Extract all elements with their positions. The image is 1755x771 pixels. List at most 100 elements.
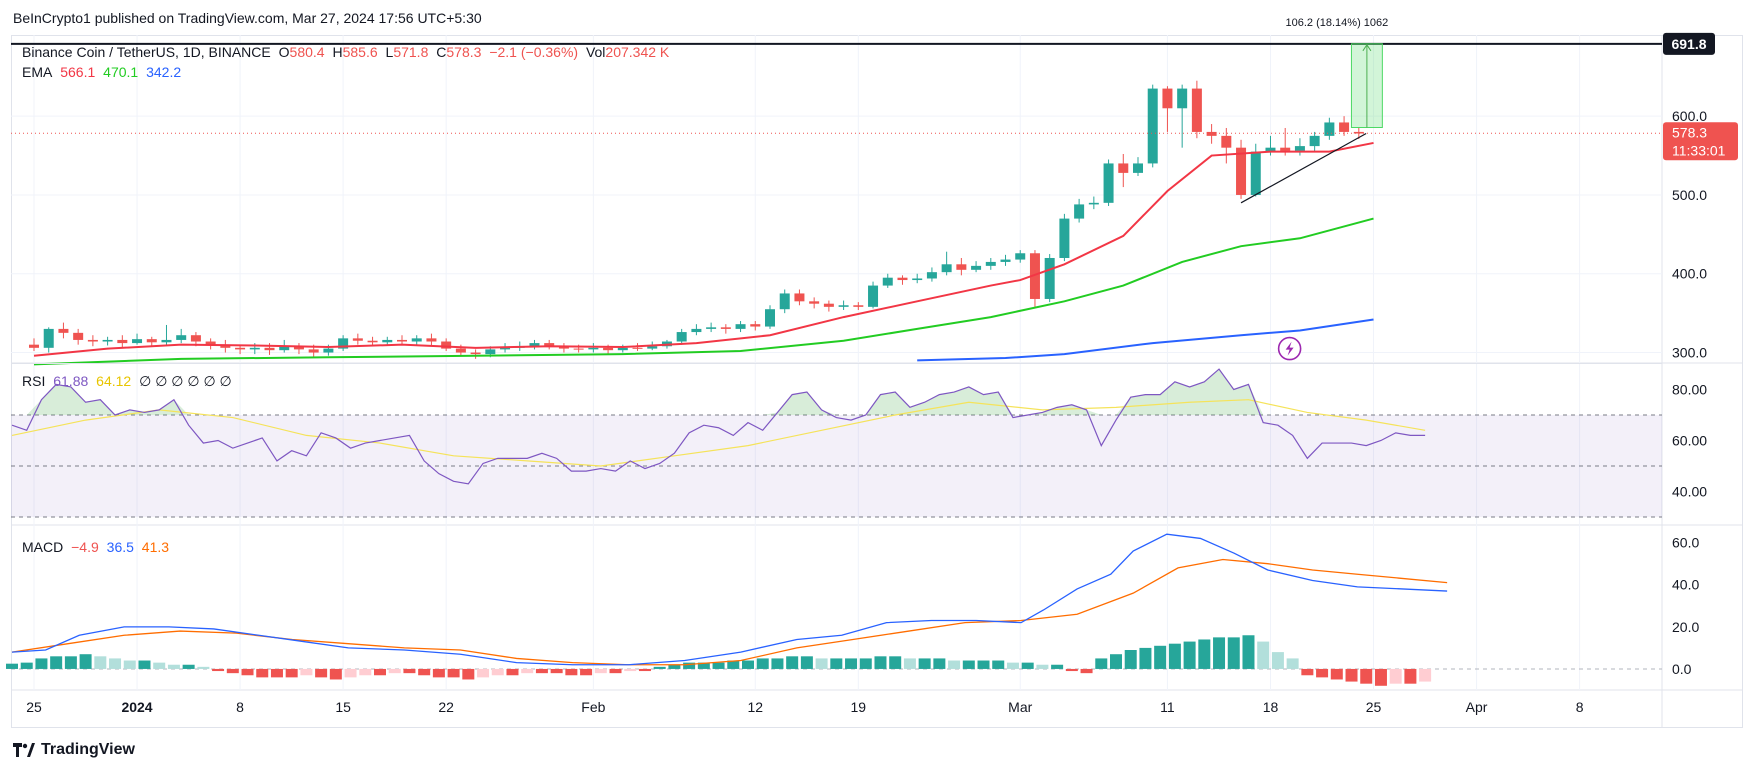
candle-body: [779, 293, 790, 310]
tradingview-logo[interactable]: TradingView: [13, 741, 135, 759]
candle: [1103, 159, 1114, 206]
support-trendline: [1240, 132, 1367, 204]
candle-body: [1324, 122, 1335, 136]
macd-hist-bar: [712, 662, 725, 669]
rsi-label[interactable]: RSI: [22, 373, 46, 389]
price-tick-label: 400.0: [1672, 266, 1707, 282]
candle-body: [87, 339, 98, 342]
macd-hist-bar: [1271, 652, 1284, 669]
candle-body: [809, 301, 820, 304]
symbol-title[interactable]: Binance Coin / TetherUS, 1D, BINANCE: [22, 44, 271, 60]
axes: 25 2024 8 15 22 Feb 12 19 Mar 11 18 25 Apr 8 300.0 400.…: [26, 108, 1707, 715]
candle-body: [912, 278, 923, 281]
macd-hist-bar: [565, 668, 578, 676]
macd-value: 36.5: [106, 539, 134, 555]
candle-body: [117, 339, 128, 344]
macd-hist-bar: [388, 668, 401, 674]
x-tick-label: 15: [335, 699, 351, 715]
candle-body: [132, 339, 143, 344]
candle: [382, 336, 393, 345]
macd-label[interactable]: MACD: [22, 539, 64, 555]
candle-body: [823, 303, 834, 307]
macd-hist-value: −4.9: [71, 539, 99, 555]
candle-body: [249, 347, 260, 350]
grid: [11, 35, 1743, 728]
macd-hist-bar: [1124, 650, 1137, 669]
macd-hist-bar: [786, 656, 799, 669]
macd-hist-bar: [1006, 662, 1019, 669]
candle-body: [588, 347, 599, 350]
macd-hist-bar: [903, 658, 916, 669]
candle-body: [102, 339, 113, 342]
macd-hist-bar: [1213, 637, 1226, 669]
x-tick-label: Mar: [1008, 699, 1032, 715]
candle-body: [1221, 135, 1232, 148]
candle: [897, 275, 908, 285]
macd-hist-bar: [609, 668, 622, 674]
macd-hist-bar: [35, 658, 48, 669]
candle-body: [676, 332, 687, 342]
candle-body: [1177, 88, 1188, 109]
macd-hist-bar: [742, 660, 754, 669]
macd-hist-bar: [1404, 668, 1417, 684]
macd-hist-bar: [948, 660, 961, 669]
macd-hist-bar: [756, 658, 769, 669]
macd-hist-bar: [94, 656, 107, 669]
candle-body: [1015, 253, 1026, 260]
candle: [676, 328, 687, 345]
macd-hist-bar: [521, 668, 534, 674]
macd-hist-bar: [315, 668, 328, 678]
candle-body: [1103, 163, 1114, 203]
candle: [1000, 254, 1011, 266]
candle-body: [146, 339, 157, 343]
macd-hist-bar: [109, 658, 122, 669]
candle-body: [1294, 146, 1305, 151]
macd-hist-bar: [153, 662, 166, 669]
macd-hist-bar: [1095, 658, 1108, 669]
macd-hist-bar: [447, 668, 460, 678]
lightning-bolt-icon: [1285, 341, 1294, 356]
macd-hist-bar: [624, 668, 637, 672]
macd-hist-bar: [550, 668, 563, 674]
price-tick-label: 300.0: [1672, 345, 1707, 361]
price-pane: [11, 42, 1662, 366]
candle: [779, 289, 790, 314]
rsi-ma-line: [11, 399, 1426, 467]
candle-body: [1339, 122, 1350, 132]
candle: [588, 343, 599, 353]
candle-body: [426, 338, 437, 342]
candle-body: [1044, 257, 1055, 299]
macd-hist-bar: [874, 656, 887, 669]
macd-hist-bar: [1036, 664, 1049, 669]
ema-label[interactable]: EMA: [22, 64, 53, 80]
candle-body: [441, 341, 452, 349]
candle-body: [941, 264, 952, 273]
macd-hist-bar: [20, 662, 33, 669]
candle-body: [868, 285, 879, 307]
macd-hist-bar: [212, 668, 225, 672]
macd-hist-bar: [1419, 668, 1432, 682]
candle: [706, 322, 717, 333]
candle-body: [1250, 151, 1261, 195]
candle: [1118, 153, 1129, 188]
ema-line-2: [33, 217, 1374, 366]
ohlc-high: H585.6: [332, 44, 378, 60]
published-note: BeInCrypto1 published on TradingView.com…: [13, 10, 482, 26]
x-tick-label: 12: [747, 699, 763, 715]
candle-body: [338, 338, 349, 349]
macd-hist-bar: [64, 656, 77, 669]
candle-body: [529, 343, 540, 347]
rsi-tick-label: 40.00: [1672, 484, 1707, 500]
candle-body: [397, 339, 407, 342]
macd-signal-value: 41.3: [141, 539, 170, 555]
candle-body: [264, 347, 275, 351]
macd-tick-label: 0.0: [1672, 661, 1692, 677]
rsi-legend: RSI 61.88 64.12 ∅ ∅ ∅ ∅ ∅ ∅: [22, 373, 236, 390]
candle: [735, 321, 746, 333]
candle-body: [190, 335, 201, 342]
price-tick-label: 600.0: [1672, 108, 1707, 124]
candle: [470, 349, 481, 359]
macd-hist-bar: [359, 668, 372, 676]
macd-hist-bar: [815, 658, 828, 669]
